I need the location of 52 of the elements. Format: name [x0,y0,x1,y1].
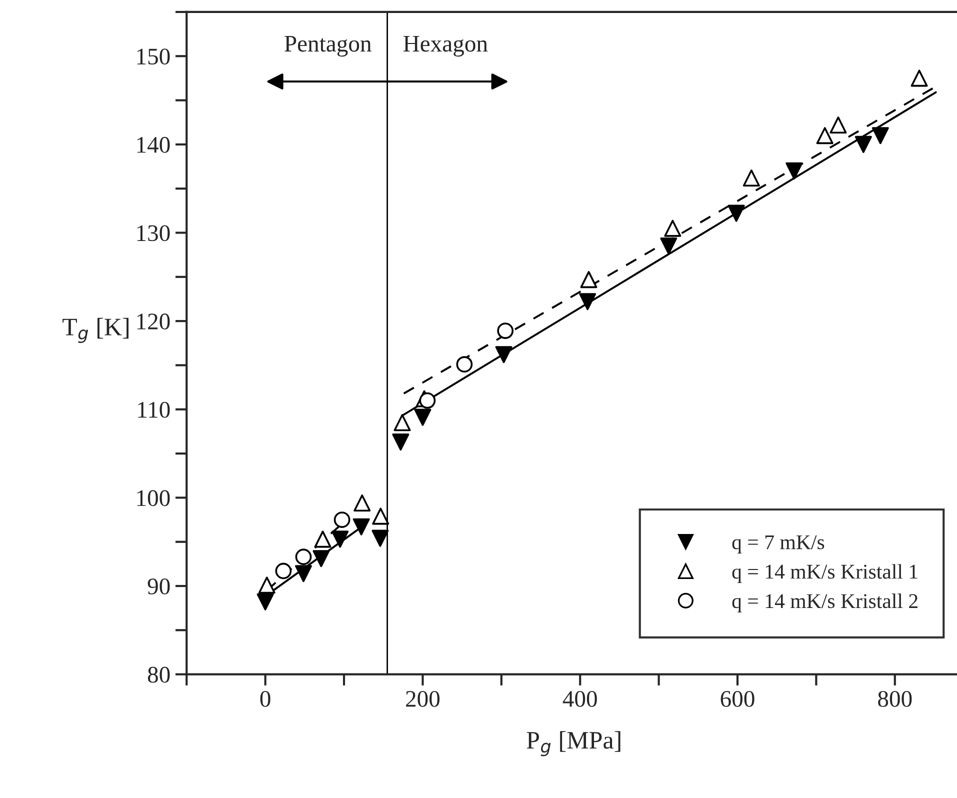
point [910,70,928,87]
point [660,237,678,255]
point [579,293,596,310]
point [258,576,276,594]
point [352,518,370,536]
point [872,127,889,144]
x-tick-label: 800 [878,690,912,707]
point [394,414,411,432]
x-tick-label: 200 [406,690,440,707]
point [854,136,872,153]
point [414,408,432,426]
point [354,494,371,512]
point [830,116,847,134]
point [664,220,682,237]
point [816,127,834,144]
y-tick-label: 150 [137,48,170,65]
point [392,434,410,451]
point [580,271,598,288]
point [275,562,292,580]
x-tick-label: 600 [720,690,754,707]
point [728,204,745,222]
y-axis-title: T$_{g}$ [K] [62,318,128,343]
point [419,392,436,409]
x-tick-label: 0 [260,690,270,707]
x-tick-label: 400 [562,690,597,707]
y-tick-label: 90 [148,578,170,594]
point [332,530,349,548]
point [372,530,389,547]
y-tick-label: 120 [137,314,170,330]
point [294,565,312,582]
legend-label: q = 14 mK/s Kristall 2 [732,594,918,612]
point [372,508,390,525]
point [295,548,312,566]
y-tick-label: 140 [137,136,170,153]
point [495,346,512,364]
y-tick-label: 100 [137,490,170,506]
y-tick-label: 130 [137,225,170,242]
legend-label: q = 7 mK/s [732,535,824,554]
point [742,169,760,187]
point [786,162,803,180]
legend-label: q = 14 mK/s Kristall 1 [732,564,918,583]
point [456,356,473,373]
annotation: Pentagon [284,36,372,57]
annotation: Hexagon [403,36,488,57]
x-axis-title: P$_{g}$ [MPa] [526,731,620,756]
point [334,512,350,528]
y-tick-label: 110 [138,402,170,418]
point [312,550,330,568]
y-tick-label: 80 [148,666,170,683]
point [497,322,514,339]
point [314,530,332,548]
point [256,593,274,610]
